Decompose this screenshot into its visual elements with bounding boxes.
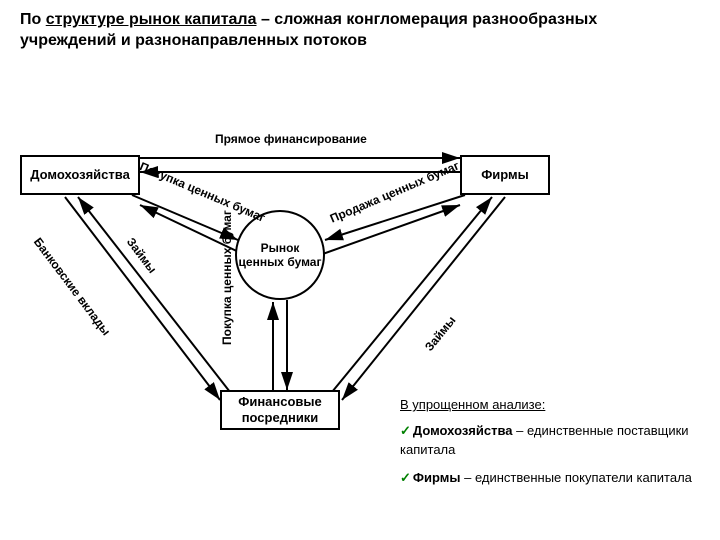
analysis-item2-rest: – единственные покупатели капитала — [460, 470, 691, 485]
analysis-item-1: ✓Домохозяйства – единственные поставщики… — [400, 421, 720, 460]
check-icon: ✓ — [400, 423, 411, 438]
node-market-label: Рынок ценных бумаг — [237, 241, 323, 270]
edge-sell-securities: Продажа ценных бумаг — [328, 158, 461, 225]
edge-loans-left: Займы — [124, 235, 160, 276]
edge-buy-securities-1: Покупка ценных бумаг — [138, 159, 268, 225]
analysis-item2-bold: Фирмы — [413, 470, 461, 485]
analysis-heading: В упрощенном анализе: — [400, 395, 720, 415]
edge-loans-right: Займы — [422, 313, 458, 353]
node-firms: Фирмы — [460, 155, 550, 195]
node-intermediaries: Финансовые посредники — [220, 390, 340, 430]
node-households-label: Домохозяйства — [30, 167, 130, 183]
edge-direct-financing: Прямое финансирование — [215, 132, 367, 146]
title-prefix: По — [20, 11, 46, 28]
edge-buy-securities-2: Покупка ценных бумаг — [220, 210, 234, 345]
node-intermediaries-label: Финансовые посредники — [222, 394, 338, 425]
page-title: По структуре рынок капитала – сложная ко… — [20, 10, 680, 52]
capital-market-diagram: Домохозяйства Фирмы Финансовые посредник… — [20, 100, 580, 430]
node-firms-label: Фирмы — [481, 167, 529, 183]
title-underlined: структуре рынок капитала — [46, 11, 257, 28]
analysis-item-2: ✓Фирмы – единственные покупатели капитал… — [400, 468, 720, 488]
edge-bank-deposits: Банковские вклады — [31, 235, 114, 338]
analysis-block: В упрощенном анализе: ✓Домохозяйства – е… — [400, 395, 720, 495]
node-market: Рынок ценных бумаг — [235, 210, 325, 300]
analysis-item1-bold: Домохозяйства — [413, 423, 513, 438]
node-households: Домохозяйства — [20, 155, 140, 195]
check-icon: ✓ — [400, 470, 411, 485]
